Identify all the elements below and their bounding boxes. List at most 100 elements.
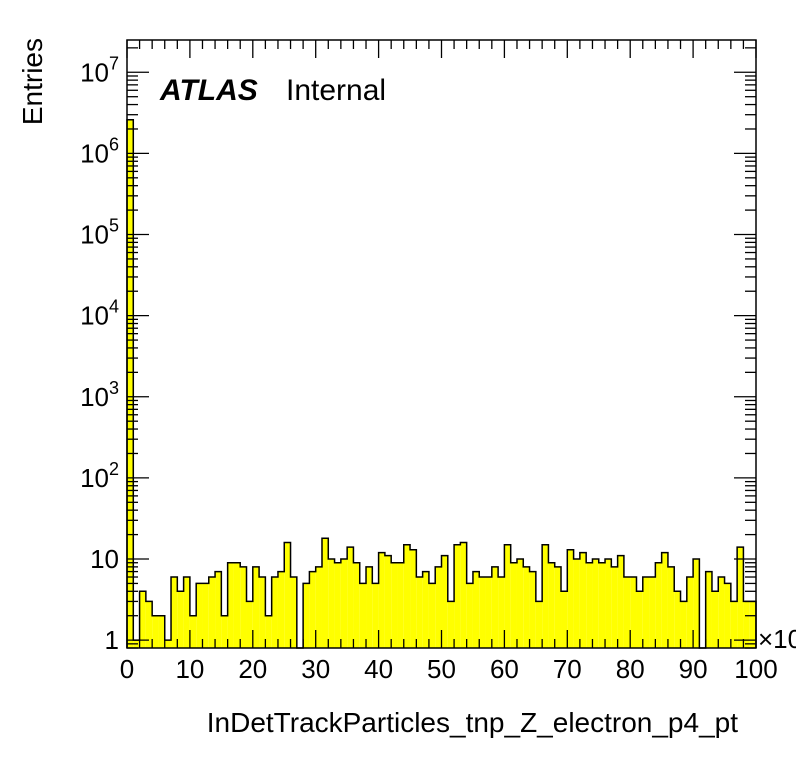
histogram-bar — [183, 577, 190, 648]
histogram-bar — [466, 583, 473, 648]
histogram-bar — [680, 601, 687, 648]
histogram-bar — [529, 571, 536, 648]
histogram-bar — [592, 559, 599, 648]
histogram-bar — [328, 559, 335, 648]
x-tick-label: 0 — [120, 654, 134, 684]
histogram-bar — [718, 577, 725, 648]
histogram-bar — [428, 583, 436, 648]
x-tick-label: 10 — [175, 654, 204, 684]
histogram-bar — [711, 591, 719, 648]
histogram-bar — [649, 577, 656, 648]
histogram-bar — [491, 566, 499, 648]
histogram-bars — [127, 119, 756, 648]
histogram-bar — [749, 601, 756, 648]
x-tick-label: 80 — [616, 654, 645, 684]
histogram-bar — [586, 562, 593, 648]
histogram-bar — [391, 562, 398, 648]
histogram-bar — [410, 549, 417, 648]
x-axis-multiplier: ×10 — [758, 624, 796, 654]
histogram-bar — [579, 552, 587, 648]
histogram-bar — [422, 571, 429, 648]
x-tick-label: 100 — [734, 654, 777, 684]
histogram-bar — [284, 542, 291, 648]
y-tick-label: 102 — [80, 459, 119, 493]
x-tick-label: 60 — [490, 654, 519, 684]
histogram-bar — [567, 549, 574, 648]
histogram-bar — [189, 615, 197, 648]
histogram-bar — [271, 577, 278, 648]
histogram-bar — [542, 544, 549, 648]
y-tick-label: 106 — [80, 134, 119, 168]
histogram-bar — [359, 583, 367, 648]
histogram-bar — [158, 615, 165, 648]
histogram-bar — [630, 577, 637, 648]
y-tick-label: 107 — [80, 53, 119, 87]
histogram-bar — [535, 601, 543, 648]
histogram-bar — [737, 547, 744, 648]
histogram-bar — [485, 577, 492, 648]
x-tick-label: 70 — [553, 654, 582, 684]
histogram-bar — [246, 601, 253, 648]
histogram-outline — [126, 118, 757, 649]
histogram-bar — [145, 601, 153, 648]
histogram-bar — [309, 571, 316, 648]
histogram-bar — [472, 571, 480, 648]
histogram-bar — [724, 583, 731, 648]
histogram-bar — [498, 577, 505, 648]
histogram-bar — [303, 583, 310, 648]
histogram-bar — [233, 562, 241, 648]
histogram-bar — [221, 615, 228, 648]
histogram-bar — [674, 591, 681, 648]
histogram-bar — [605, 559, 612, 648]
histogram-bar — [523, 566, 530, 648]
histogram-bar — [208, 577, 216, 648]
histogram-bar — [321, 538, 329, 648]
histogram-bar — [353, 562, 360, 648]
histogram-bar — [315, 566, 322, 648]
y-axis-title: Entries — [17, 38, 48, 125]
histogram-bar — [617, 555, 624, 648]
x-tick-labels: 0 10 20 30 40 50 60 70 80 90 100 — [120, 654, 778, 684]
histogram-bar — [372, 583, 379, 648]
histogram-bar — [397, 562, 404, 648]
histogram-bar — [340, 559, 348, 648]
histogram-bar — [730, 601, 738, 648]
histogram-bar — [516, 559, 524, 648]
histogram-bar — [215, 571, 222, 648]
histogram-bar — [479, 577, 486, 648]
histogram-bar — [686, 577, 694, 648]
histogram-bar — [510, 562, 517, 648]
y-tick-label: 10 — [90, 544, 119, 574]
y-tick-label: 1 — [105, 625, 119, 655]
histogram-bar — [460, 542, 467, 648]
histogram-bar — [177, 591, 184, 648]
x-tick-label: 20 — [238, 654, 267, 684]
y-tick-label: 103 — [80, 378, 119, 412]
x-tick-label: 90 — [679, 654, 708, 684]
histogram-bar — [743, 601, 750, 648]
histogram-bar — [642, 577, 650, 648]
histogram-bar — [441, 555, 448, 648]
histogram-bar — [252, 566, 260, 648]
histogram-bar — [347, 547, 354, 648]
histogram-bar — [240, 566, 247, 648]
histogram-bar — [611, 566, 618, 648]
histogram-bar — [227, 562, 234, 648]
histogram-bar — [435, 566, 442, 648]
y-tick-label: 104 — [80, 297, 119, 331]
histogram-bar — [403, 544, 411, 648]
histogram-bar — [196, 583, 203, 648]
y-tick-labels: 1 10 102 103 104 105 106 107 — [80, 53, 119, 655]
histogram-bar — [202, 583, 209, 648]
histogram-bar — [598, 562, 606, 648]
histogram-bar — [454, 544, 461, 648]
histogram-bar — [334, 562, 341, 648]
histogram-bar — [416, 577, 423, 648]
x-tick-label: 50 — [427, 654, 456, 684]
histogram-bar — [705, 571, 712, 648]
histogram-bar — [661, 552, 668, 648]
histogram-bar — [265, 615, 272, 648]
histogram-bar — [378, 552, 385, 648]
histogram-bar — [548, 562, 555, 648]
